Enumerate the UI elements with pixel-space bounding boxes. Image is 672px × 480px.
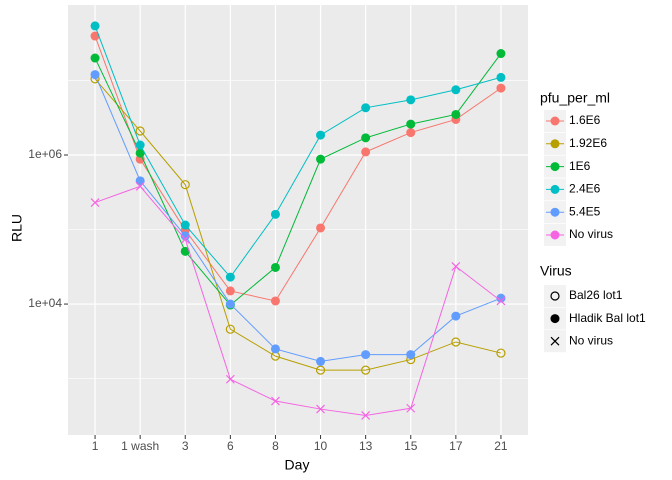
x-tick-label: 21 [494, 439, 508, 453]
data-point [361, 350, 371, 360]
legend-label: 1.6E6 [569, 113, 601, 127]
legend-key [550, 336, 560, 346]
data-point [315, 365, 326, 375]
data-point [225, 324, 235, 334]
data-point [180, 231, 190, 241]
y-tick-label: 1e+04 [28, 296, 62, 310]
plot-area [90, 21, 506, 420]
data-point [135, 148, 145, 158]
x-tick-label: 8 [272, 439, 279, 453]
data-point [90, 31, 100, 41]
legend-label: No virus [569, 333, 613, 347]
legend-label: Bal26 lot1 [569, 288, 623, 302]
data-point [90, 21, 100, 31]
data-point [406, 403, 416, 413]
series-line [94, 74, 502, 362]
data-point [406, 119, 416, 129]
x-tick-label: 3 [182, 439, 189, 453]
panel-background [68, 5, 528, 435]
data-point [451, 109, 461, 119]
data-point [135, 140, 145, 150]
data-point [316, 404, 325, 414]
legend-label: 5.4E5 [569, 204, 601, 218]
data-point [496, 72, 506, 82]
data-point [361, 365, 371, 375]
legend-title: pfu_per_ml [540, 90, 610, 106]
legend-label: 1.92E6 [569, 136, 607, 150]
data-point [180, 234, 190, 244]
legend-key [550, 116, 560, 126]
data-point [90, 70, 100, 80]
legend-key [550, 162, 560, 172]
data-point [180, 220, 190, 230]
data-point [361, 147, 371, 157]
data-point [270, 344, 280, 354]
data-point [496, 83, 506, 93]
x-tick-label: 10 [314, 439, 328, 453]
data-point [225, 272, 235, 282]
y-tick-label: 1e+06 [28, 147, 62, 161]
data-point [451, 85, 461, 95]
x-tick-label: 6 [227, 439, 234, 453]
legend-label: No virus [569, 227, 613, 241]
data-point [180, 246, 190, 256]
data-point [496, 348, 506, 358]
data-point [135, 126, 145, 136]
series-line [94, 185, 502, 416]
legend-key [550, 230, 560, 240]
data-point [451, 311, 461, 321]
data-point [496, 296, 506, 306]
x-axis-title: Day [285, 457, 310, 473]
data-point [361, 411, 371, 420]
data-point [316, 154, 326, 164]
legend-label: 1E6 [569, 159, 591, 173]
data-point [135, 181, 145, 191]
legend-key-bg [544, 285, 566, 307]
series-line [94, 35, 502, 302]
legend-label: 2.4E6 [569, 182, 601, 196]
x-tick-label: 17 [449, 439, 463, 453]
x-tick-label: 13 [359, 439, 373, 453]
legend-key [550, 207, 560, 217]
shape-legend-title: Virus [540, 263, 572, 279]
data-point [406, 128, 416, 138]
data-point [316, 223, 326, 233]
legend-key [550, 184, 560, 194]
data-point [451, 337, 461, 347]
legend-label: Hladik Bal lot1 [569, 311, 646, 325]
data-point [316, 130, 326, 140]
data-point [225, 299, 235, 309]
data-point [225, 374, 235, 384]
data-point [270, 209, 280, 219]
data-point [451, 261, 461, 271]
data-point [225, 286, 235, 296]
data-point [180, 180, 190, 190]
data-point [316, 356, 326, 366]
data-point [361, 133, 371, 143]
x-tick-label: 1 [92, 439, 99, 453]
series-line [94, 78, 502, 371]
data-point [496, 293, 506, 303]
series-line [94, 25, 502, 278]
data-point [270, 262, 280, 272]
data-point [271, 396, 280, 406]
data-point [270, 296, 280, 306]
data-point [361, 103, 371, 113]
data-point [406, 95, 416, 105]
x-tick-label: 1 wash [121, 439, 159, 453]
data-point [496, 49, 506, 59]
y-axis-title: RLU [9, 214, 25, 242]
legend-key [550, 139, 560, 149]
data-point [90, 198, 100, 208]
legend-key [550, 314, 560, 324]
legend-key [550, 291, 560, 301]
x-tick-label: 15 [404, 439, 418, 453]
data-point [406, 350, 416, 360]
data-point [90, 53, 100, 63]
series-line [94, 53, 502, 306]
data-point [135, 176, 145, 186]
